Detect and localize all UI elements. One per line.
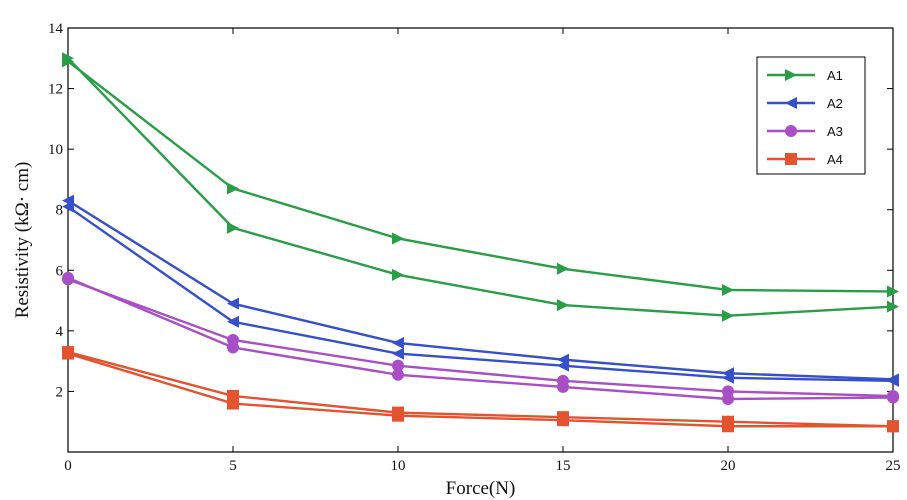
x-tick-label: 10 <box>391 458 406 474</box>
data-point-a4 <box>557 414 569 427</box>
y-axis-label: Resistivity (kΩ· cm) <box>12 162 33 319</box>
series-layer <box>62 52 899 433</box>
data-point-a2 <box>392 336 404 349</box>
data-point-a2 <box>227 315 239 328</box>
series-a1 <box>62 52 899 322</box>
data-point-a4 <box>722 420 734 433</box>
series-a2 <box>62 194 899 387</box>
series-line-a3-upper <box>67 278 894 398</box>
data-point-a3 <box>392 359 404 372</box>
data-point-a3 <box>557 380 569 393</box>
data-point-a3 <box>227 341 239 354</box>
data-point-a3 <box>62 271 74 284</box>
series-a3 <box>62 271 899 405</box>
legend-item-a3: A3 <box>767 124 843 139</box>
series-line-a1-upper <box>67 60 894 293</box>
data-point-a4 <box>392 409 404 422</box>
data-point-a4 <box>62 347 74 360</box>
data-point-a1 <box>557 262 569 275</box>
data-point-a1 <box>392 232 404 245</box>
legend-marker <box>785 125 797 137</box>
legend-item-a1: A1 <box>767 68 843 83</box>
data-point-a4 <box>227 397 239 410</box>
series-line-a1-lower <box>67 57 894 317</box>
data-point-a1 <box>722 283 734 296</box>
legend-label: A4 <box>827 152 843 167</box>
y-tick-label: 8 <box>56 203 64 219</box>
data-point-a1 <box>887 300 899 313</box>
legend: A1 A2 A3 A4 <box>756 56 866 175</box>
x-tick-label: 25 <box>886 458 901 474</box>
data-point-a3 <box>722 393 734 405</box>
data-point-a1 <box>62 52 74 65</box>
legend-label: A1 <box>827 68 843 83</box>
legend-label: A3 <box>827 124 843 139</box>
x-tick-label: 5 <box>229 458 237 474</box>
data-point-a2 <box>392 347 404 360</box>
data-point-a1 <box>722 309 734 322</box>
y-tick-label: 2 <box>56 384 64 400</box>
y-tick-label: 6 <box>56 263 64 279</box>
data-point-a1 <box>227 182 239 195</box>
data-point-a1 <box>227 221 239 234</box>
legend-marker <box>785 153 797 165</box>
data-point-a1 <box>392 268 404 281</box>
data-point-a1 <box>887 285 899 298</box>
y-tick-label: 12 <box>48 82 63 98</box>
x-axis-label: Force(N) <box>446 478 516 499</box>
legend-label: A2 <box>827 96 843 111</box>
legend-box <box>756 56 866 175</box>
series-line-a3-lower <box>67 276 894 401</box>
data-point-a2 <box>887 374 899 387</box>
legend-item-a4: A4 <box>767 152 843 167</box>
y-tick-label: 4 <box>56 324 64 340</box>
data-point-a3 <box>887 391 899 404</box>
y-tick-label: 10 <box>48 142 63 158</box>
x-tick-label: 20 <box>721 458 736 474</box>
data-point-a4 <box>887 420 899 433</box>
data-point-a1 <box>557 299 569 312</box>
data-point-a2 <box>62 200 74 213</box>
series-line-a4-lower <box>67 352 893 428</box>
data-point-a2 <box>227 297 239 310</box>
series-line-a4-upper <box>67 350 894 428</box>
tick-labels: 0 5 10 15 20 25 2 4 6 8 10 12 14 <box>48 21 901 474</box>
data-point-a3 <box>392 368 404 381</box>
series-line-a2-lower <box>67 205 894 383</box>
y-tick-label: 14 <box>48 21 64 37</box>
legend-marker <box>785 69 797 81</box>
x-tick-label: 0 <box>64 458 72 474</box>
series-a4 <box>62 346 899 433</box>
series-line-a2-upper <box>67 199 894 381</box>
legend-marker <box>785 97 797 109</box>
x-tick-label: 15 <box>556 458 571 474</box>
data-point-a2 <box>557 359 569 372</box>
data-point-a2 <box>722 371 734 384</box>
legend-item-a2: A2 <box>767 96 843 111</box>
